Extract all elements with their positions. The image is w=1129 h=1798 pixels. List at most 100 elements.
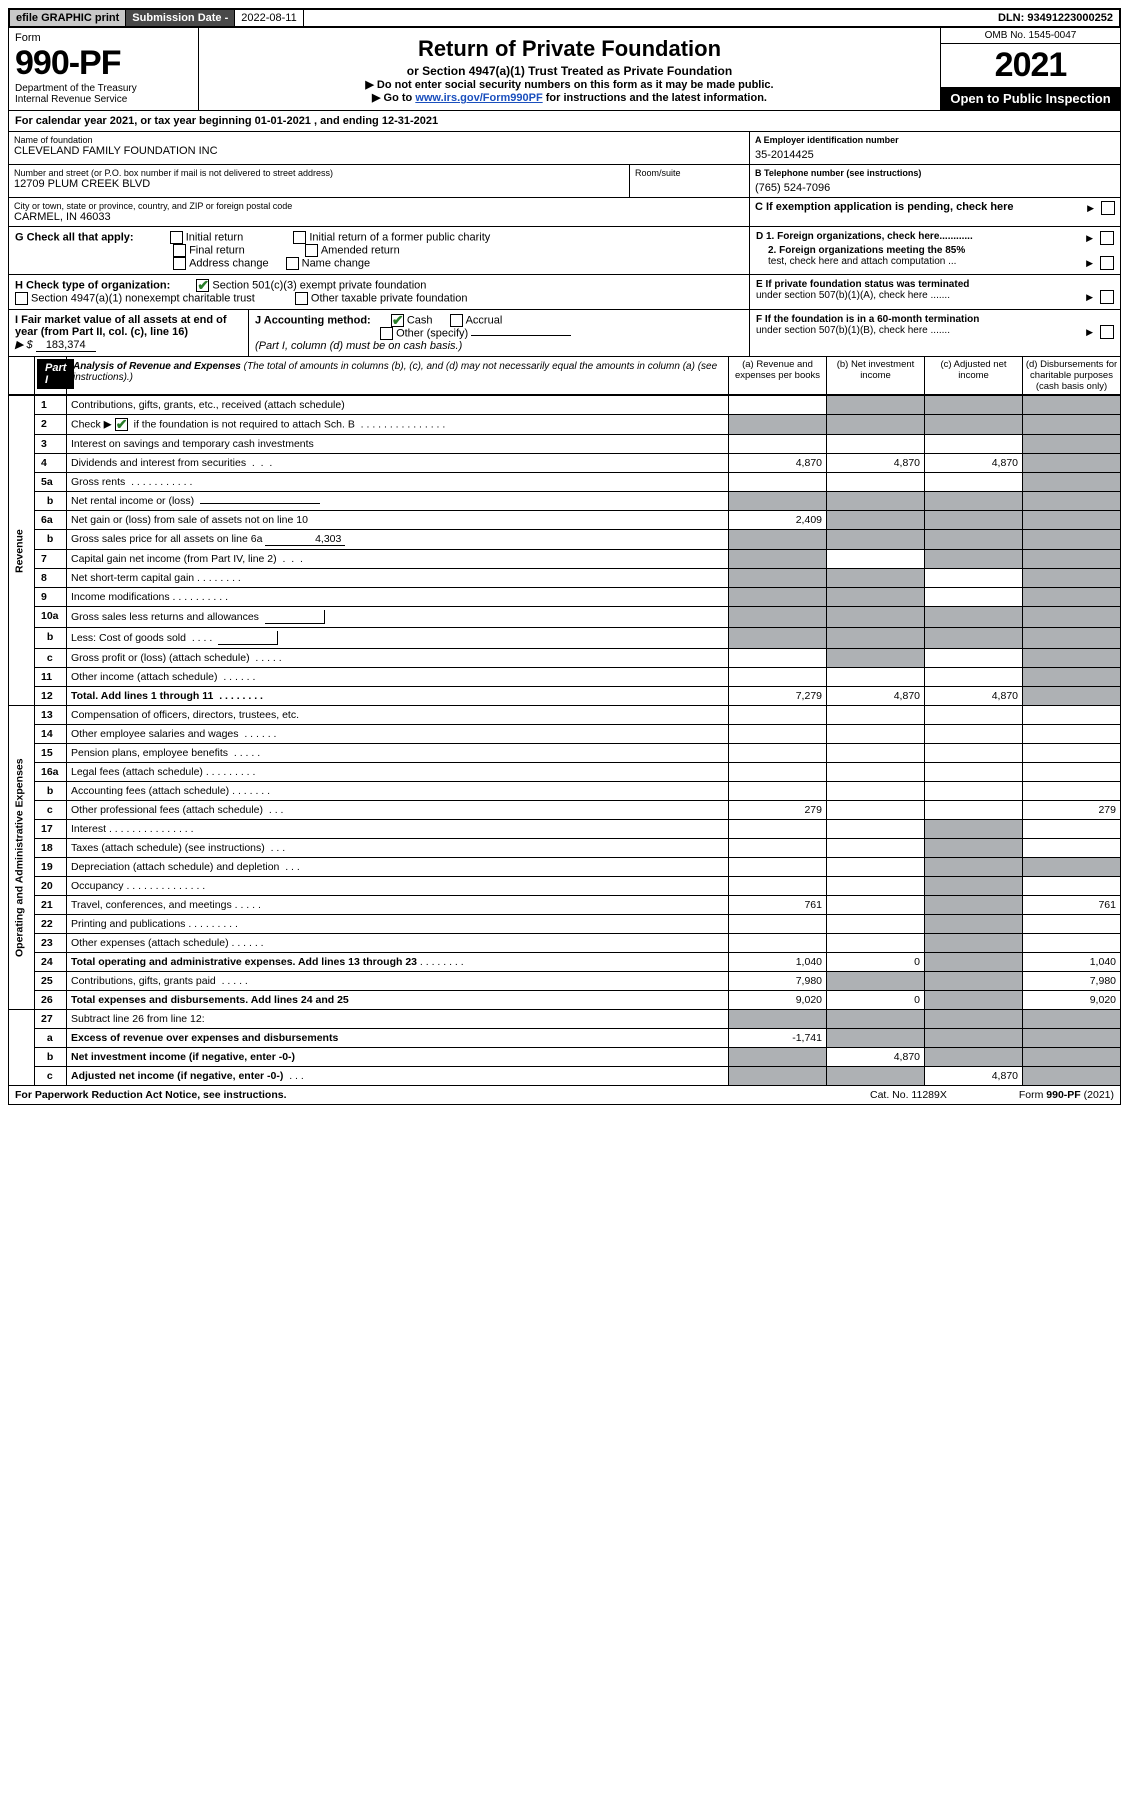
arrow-icon bbox=[1086, 327, 1096, 338]
checkbox-name[interactable] bbox=[286, 257, 299, 270]
analysis-table: Revenue 1Contributions, gifts, grants, e… bbox=[8, 395, 1121, 1086]
city-cell: City or town, state or province, country… bbox=[9, 198, 750, 226]
table-row: 2 Check ▶ if the foundation is not requi… bbox=[9, 415, 1121, 435]
table-row: bGross sales price for all assets on lin… bbox=[9, 530, 1121, 550]
table-row: 10aGross sales less returns and allowanc… bbox=[9, 607, 1121, 628]
col-a-hdr: (a) Revenue and expenses per books bbox=[728, 357, 826, 394]
phone-value: (765) 524-7096 bbox=[755, 178, 1115, 194]
form-ref: Form 990-PF (2021) bbox=[1013, 1086, 1120, 1104]
checkbox-schb[interactable] bbox=[115, 418, 128, 431]
checkbox-4947[interactable] bbox=[15, 292, 28, 305]
part1-header-row: Part I Analysis of Revenue and Expenses … bbox=[8, 357, 1121, 395]
submission-date-label: Submission Date - bbox=[126, 10, 235, 26]
room-cell: Room/suite bbox=[630, 165, 750, 197]
table-row: 3Interest on savings and temporary cash … bbox=[9, 435, 1121, 454]
box-e: E If private foundation status was termi… bbox=[750, 275, 1120, 309]
form-title: Return of Private Foundation bbox=[209, 36, 930, 62]
omb-year-block: OMB No. 1545-0047 2021 Open to Public In… bbox=[940, 28, 1120, 110]
form-word: Form bbox=[15, 32, 192, 44]
table-row: Revenue 1Contributions, gifts, grants, e… bbox=[9, 396, 1121, 415]
tax-year: 2021 bbox=[941, 44, 1120, 87]
calendar-year-line: For calendar year 2021, or tax year begi… bbox=[8, 111, 1121, 132]
foundation-name: CLEVELAND FAMILY FOUNDATION INC bbox=[14, 145, 744, 157]
table-row: 17Interest . . . . . . . . . . . . . . . bbox=[9, 820, 1121, 839]
city-value: CARMEL, IN 46033 bbox=[14, 211, 744, 223]
public-inspection: Open to Public Inspection bbox=[941, 87, 1120, 110]
checkbox-amended[interactable] bbox=[305, 244, 318, 257]
box-i: I Fair market value of all assets at end… bbox=[9, 310, 249, 356]
checkbox-e[interactable] bbox=[1100, 290, 1114, 304]
table-row: 12Total. Add lines 1 through 11 . . . . … bbox=[9, 687, 1121, 706]
table-row: Operating and Administrative Expenses 13… bbox=[9, 706, 1121, 725]
box-f: F If the foundation is in a 60-month ter… bbox=[750, 310, 1120, 356]
ein-cell: A Employer identification number 35-2014… bbox=[750, 132, 1120, 164]
fmv-value: 183,374 bbox=[36, 339, 96, 352]
table-row: 14Other employee salaries and wages . . … bbox=[9, 725, 1121, 744]
arrow-icon bbox=[1086, 292, 1096, 303]
instructions-link[interactable]: www.irs.gov/Form990PF bbox=[415, 92, 542, 104]
h-e-row: H Check type of organization: Section 50… bbox=[8, 275, 1121, 310]
col-b-hdr: (b) Net investment income bbox=[826, 357, 924, 394]
table-row: 18Taxes (attach schedule) (see instructi… bbox=[9, 839, 1121, 858]
table-row: bNet rental income or (loss) bbox=[9, 492, 1121, 511]
checkbox-c[interactable] bbox=[1101, 201, 1115, 215]
checkbox-d2[interactable] bbox=[1100, 256, 1114, 270]
table-row: 24Total operating and administrative exp… bbox=[9, 953, 1121, 972]
table-row: 27Subtract line 26 from line 12: bbox=[9, 1010, 1121, 1029]
arrow-icon bbox=[1086, 258, 1096, 269]
cash-basis-note: (Part I, column (d) must be on cash basi… bbox=[255, 340, 462, 352]
city-row: City or town, state or province, country… bbox=[8, 198, 1121, 227]
table-row: 19Depreciation (attach schedule) and dep… bbox=[9, 858, 1121, 877]
checkbox-d1[interactable] bbox=[1100, 231, 1114, 245]
cat-no: Cat. No. 11289X bbox=[864, 1086, 953, 1104]
ein-value: 35-2014425 bbox=[755, 145, 1115, 161]
efile-topbar: efile GRAPHIC print Submission Date - 20… bbox=[8, 8, 1121, 28]
table-row: 8Net short-term capital gain . . . . . .… bbox=[9, 569, 1121, 588]
form-header: Form 990-PF Department of the Treasury I… bbox=[8, 28, 1121, 111]
arrow-icon bbox=[1087, 202, 1097, 214]
checkbox-cash[interactable] bbox=[391, 314, 404, 327]
paperwork-notice: For Paperwork Reduction Act Notice, see … bbox=[9, 1086, 293, 1104]
box-c: C If exemption application is pending, c… bbox=[750, 198, 1120, 226]
table-row: 26Total expenses and disbursements. Add … bbox=[9, 991, 1121, 1010]
form-number: 990-PF bbox=[15, 44, 192, 83]
address-row: Number and street (or P.O. box number if… bbox=[8, 165, 1121, 198]
table-row: 4Dividends and interest from securities … bbox=[9, 454, 1121, 473]
table-row: 23Other expenses (attach schedule) . . .… bbox=[9, 934, 1121, 953]
i-j-f-row: I Fair market value of all assets at end… bbox=[8, 310, 1121, 357]
checkbox-initial[interactable] bbox=[170, 231, 183, 244]
table-row: cAdjusted net income (if negative, enter… bbox=[9, 1067, 1121, 1086]
efile-label: efile GRAPHIC print bbox=[10, 10, 126, 26]
street-cell: Number and street (or P.O. box number if… bbox=[9, 165, 630, 197]
table-row: aExcess of revenue over expenses and dis… bbox=[9, 1029, 1121, 1048]
box-g: G Check all that apply: Initial return I… bbox=[9, 227, 750, 274]
form-subtitle: or Section 4947(a)(1) Trust Treated as P… bbox=[209, 64, 930, 78]
checkbox-f[interactable] bbox=[1100, 325, 1114, 339]
table-row: 22Printing and publications . . . . . . … bbox=[9, 915, 1121, 934]
table-row: cOther professional fees (attach schedul… bbox=[9, 801, 1121, 820]
part1-title: Analysis of Revenue and Expenses (The to… bbox=[67, 357, 728, 394]
col-c-hdr: (c) Adjusted net income bbox=[924, 357, 1022, 394]
g-d-row: G Check all that apply: Initial return I… bbox=[8, 227, 1121, 275]
table-row: bAccounting fees (attach schedule) . . .… bbox=[9, 782, 1121, 801]
checkbox-other-tax[interactable] bbox=[295, 292, 308, 305]
table-row: 9Income modifications . . . . . . . . . … bbox=[9, 588, 1121, 607]
table-row: 25Contributions, gifts, grants paid . . … bbox=[9, 972, 1121, 991]
checkbox-accrual[interactable] bbox=[450, 314, 463, 327]
revenue-side: Revenue bbox=[9, 396, 35, 706]
checkbox-address[interactable] bbox=[173, 257, 186, 270]
checkbox-other-method[interactable] bbox=[380, 327, 393, 340]
box-i-j: I Fair market value of all assets at end… bbox=[9, 310, 750, 356]
checkbox-final[interactable] bbox=[173, 244, 186, 257]
table-row: 5aGross rents . . . . . . . . . . . bbox=[9, 473, 1121, 492]
table-row: 16aLegal fees (attach schedule) . . . . … bbox=[9, 763, 1121, 782]
table-row: 20Occupancy . . . . . . . . . . . . . . bbox=[9, 877, 1121, 896]
checkbox-501c3[interactable] bbox=[196, 279, 209, 292]
col-d-hdr: (d) Disbursements for charitable purpose… bbox=[1022, 357, 1120, 394]
phone-cell: B Telephone number (see instructions) (7… bbox=[750, 165, 1120, 197]
table-row: 15Pension plans, employee benefits . . .… bbox=[9, 744, 1121, 763]
foundation-name-cell: Name of foundation CLEVELAND FAMILY FOUN… bbox=[9, 132, 750, 164]
name-ein-row: Name of foundation CLEVELAND FAMILY FOUN… bbox=[8, 132, 1121, 165]
checkbox-initial-pub[interactable] bbox=[293, 231, 306, 244]
form-number-block: Form 990-PF Department of the Treasury I… bbox=[9, 28, 199, 110]
